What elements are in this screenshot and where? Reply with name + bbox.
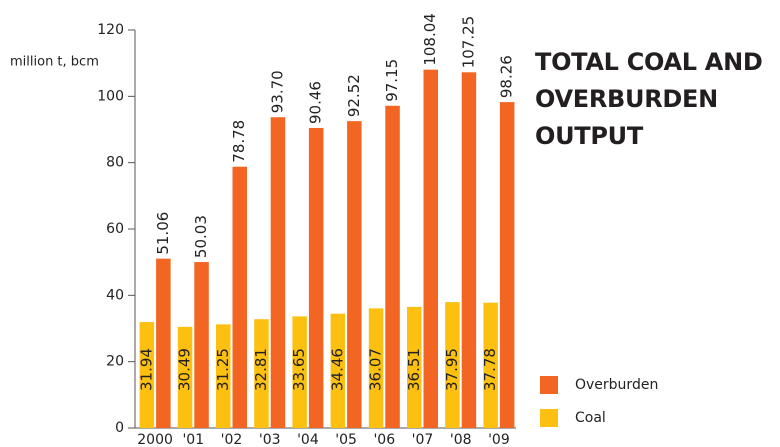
bar — [368, 308, 384, 428]
x-tick-label: '05 — [335, 432, 357, 447]
bar — [445, 302, 460, 428]
bar — [254, 319, 269, 428]
data-label: 36.07 — [367, 348, 385, 391]
legend-label: Coal — [575, 410, 606, 426]
x-tick-label: '06 — [373, 432, 395, 447]
bar — [177, 326, 193, 428]
y-axis-label: million t, bcm — [10, 55, 99, 70]
data-label: 107.25 — [459, 16, 477, 69]
bar — [423, 69, 438, 429]
bar — [232, 166, 247, 428]
data-label: 93.70 — [268, 70, 286, 113]
x-tick-label: '04 — [297, 432, 319, 447]
x-tick-label: '08 — [450, 432, 472, 447]
legend-label: Overburden — [575, 377, 658, 393]
data-label: 33.65 — [290, 348, 308, 391]
x-tick-label: '02 — [221, 432, 243, 447]
y-tick-label: 100 — [97, 88, 124, 104]
bar — [216, 324, 231, 428]
x-tick-label: '03 — [259, 432, 281, 447]
x-tick-label: 2000 — [137, 432, 173, 447]
y-tick-label: 60 — [106, 221, 124, 237]
data-label: 97.15 — [383, 59, 401, 102]
data-label: 92.52 — [345, 74, 363, 117]
y-tick-label: 40 — [106, 287, 124, 303]
x-tick-label: '09 — [488, 432, 510, 447]
bar — [461, 72, 477, 428]
y-tick-label: 80 — [106, 155, 124, 171]
bar — [330, 313, 346, 428]
bar — [385, 105, 400, 429]
y-tick-label: 20 — [106, 354, 124, 370]
data-label: 31.25 — [214, 348, 232, 391]
bar — [499, 102, 515, 428]
x-tick-label: '07 — [412, 432, 434, 447]
y-tick-label: 0 — [115, 420, 124, 436]
bar — [156, 258, 171, 428]
bar — [139, 322, 155, 428]
data-label: 98.26 — [498, 55, 516, 98]
bar — [194, 262, 209, 428]
data-label: 90.46 — [307, 81, 325, 124]
bar — [292, 316, 307, 428]
data-label: 51.06 — [154, 212, 172, 255]
data-label: 32.81 — [252, 348, 270, 391]
data-label: 30.49 — [176, 348, 194, 391]
chart-title: TOTAL COAL AND OVERBURDEN OUTPUT — [535, 48, 763, 150]
legend-swatch — [540, 376, 558, 394]
data-label: 37.95 — [443, 348, 461, 391]
data-label: 108.04 — [421, 13, 439, 66]
y-tick-label: 120 — [97, 22, 124, 38]
data-label: 31.94 — [137, 348, 155, 391]
bar — [407, 306, 422, 428]
data-label: 50.03 — [192, 215, 210, 258]
x-tick-label: '01 — [182, 432, 204, 447]
legend-swatch — [540, 409, 558, 427]
bar — [347, 121, 362, 428]
data-label: 37.78 — [481, 348, 499, 391]
bar — [483, 302, 498, 428]
bar — [270, 117, 286, 428]
data-label: 34.46 — [328, 348, 346, 391]
bar — [308, 127, 324, 428]
data-label: 36.51 — [405, 348, 423, 391]
data-label: 78.78 — [230, 120, 248, 163]
